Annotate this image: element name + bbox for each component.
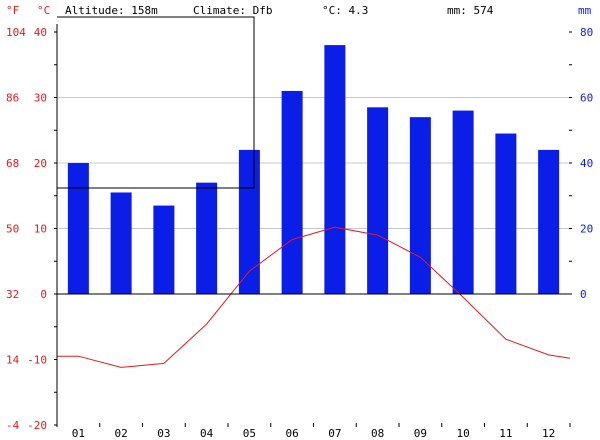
precip-bar [238,149,260,294]
precip-bar [495,133,517,294]
precipitation-bars [67,45,560,295]
precip-bar [153,205,175,294]
mm-tick-label: 0 [580,288,587,301]
mm-tick-label: 60 [580,92,593,105]
temperature-label: °C: 4.3 [322,4,368,17]
climate-label: Climate: Dfb [193,4,272,17]
celsius-tick-label: 30 [34,92,47,105]
fahrenheit-tick-label: -4 [6,419,20,432]
grid-lines [57,97,570,229]
precipitation-label: mm: 574 [447,4,494,17]
precip-bar [281,90,303,294]
month-label: 08 [371,427,384,440]
celsius-tick-label: -20 [27,419,47,432]
month-label: 06 [286,427,299,440]
month-label: 09 [414,427,427,440]
header-box [57,16,255,189]
month-label: 02 [115,427,128,440]
fahrenheit-tick-label: 68 [6,157,19,170]
precip-bar [452,110,474,294]
precip-bar [324,45,346,294]
month-label: 03 [157,427,170,440]
temperature-line [57,226,571,368]
celsius-tick-label: 20 [34,157,47,170]
fahrenheit-tick-label: 14 [6,354,20,367]
precip-bar [538,149,560,294]
precip-bar [110,192,132,294]
mm-unit-label: mm [578,4,592,17]
fahrenheit-tick-label: 50 [6,223,19,236]
precip-bar [67,163,89,294]
precip-bar [409,117,431,295]
precip-bar [367,107,389,294]
fahrenheit-tick-label: 104 [6,26,26,39]
month-label: 05 [243,427,256,440]
altitude-label: Altitude: 158m [65,4,158,17]
month-label: 04 [200,427,214,440]
celsius-tick-label: 0 [40,288,47,301]
mm-tick-label: 20 [580,223,593,236]
celsius-tick-label: 10 [34,223,47,236]
header-box-outline [57,16,255,189]
fahrenheit-unit-label: °F [6,4,19,17]
celsius-unit-label: °C [37,4,50,17]
celsius-tick-label: -10 [27,354,47,367]
fahrenheit-tick-label: 32 [6,288,19,301]
month-label: 01 [72,427,85,440]
tick-labels: 40 30 20 10 0 -10 -20 104 86 68 50 32 14 -4 80 60 40 20 0 0… [6,26,593,440]
celsius-tick-label: 40 [34,26,47,39]
month-label: 11 [499,427,512,440]
month-label: 12 [542,427,555,440]
fahrenheit-tick-label: 86 [6,92,19,105]
mm-tick-label: 80 [580,26,593,39]
precip-bar [196,182,218,294]
axes [54,24,572,427]
month-label: 10 [457,427,470,440]
temperature-line-group [57,226,571,368]
month-label: 07 [328,427,341,440]
mm-tick-label: 40 [580,157,593,170]
